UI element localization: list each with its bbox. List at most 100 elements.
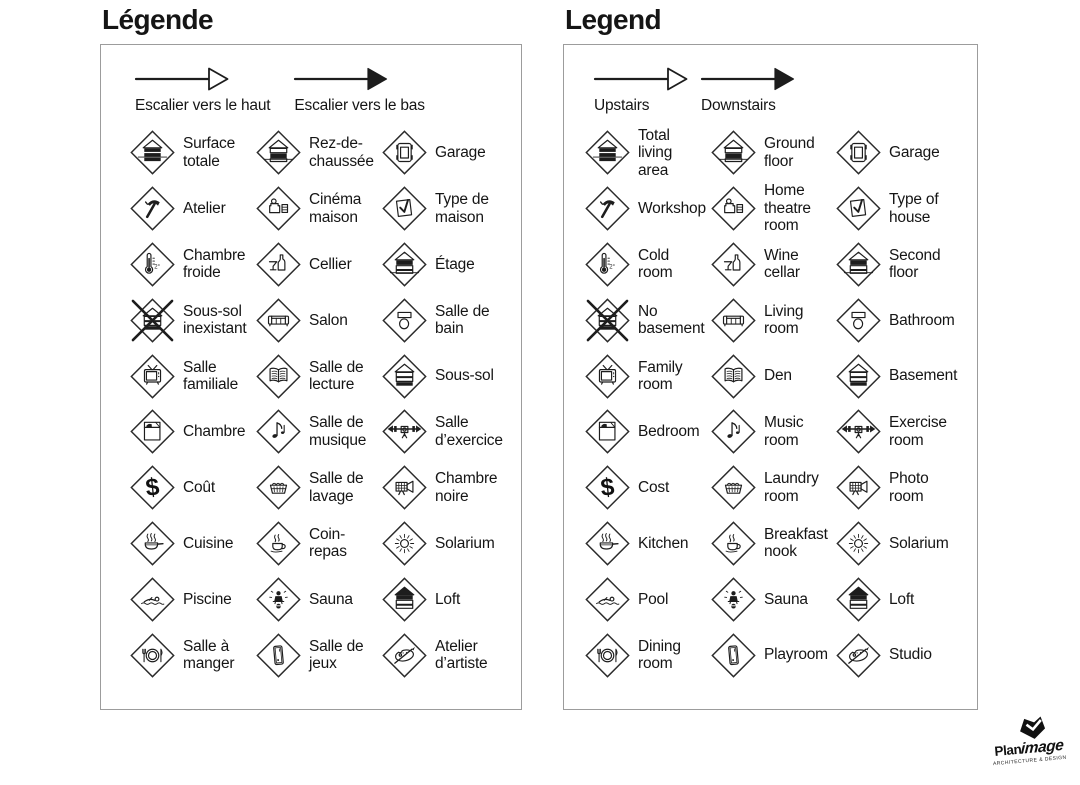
legend-item-label: Sauna [764, 590, 808, 608]
legend-item: Salle familiale [129, 353, 255, 400]
legend-item-label: Atelier [183, 199, 226, 217]
stair-arrows-french: Escalier vers le haut Escalier vers le b… [101, 45, 521, 115]
den-icon [710, 353, 757, 400]
legend-item: 2° Chambre froide [129, 241, 255, 288]
legend-item-label: Salle de lavage [309, 470, 364, 505]
legend-item: Salle de jeux [255, 632, 381, 679]
laundry-room-icon [710, 464, 757, 511]
cold-room-icon: 2° [584, 241, 631, 288]
legend-item-label: Bedroom [638, 423, 700, 441]
legend-item: Home theatre room [710, 182, 835, 235]
legend-item: Basement [835, 353, 977, 400]
stair-arrow-label: Escalier vers le haut [135, 97, 271, 114]
legend-item-label: Salle de lecture [309, 358, 364, 394]
legend-item-label: Playroom [764, 646, 828, 664]
legend-item-label: Piscine [183, 590, 232, 608]
svg-text:2°: 2° [609, 264, 615, 270]
legend-item: Laundry room [710, 464, 835, 511]
legend-item: Garage [381, 129, 521, 176]
page-title-english: Legend [565, 4, 662, 35]
stair-up-arrow-icon [134, 66, 270, 92]
cost-icon: $ [584, 464, 631, 511]
legend-item: Cuisine [129, 520, 255, 567]
legend-item: Chambre noire [381, 464, 521, 511]
legend-item-label: Living room [764, 302, 804, 338]
legend-item-label: Exercise room [889, 414, 947, 449]
legend-item: Atelier d’artiste [381, 632, 521, 679]
legend-item-label: Cold room [638, 246, 673, 282]
legend-item-label: Type of house [889, 191, 939, 226]
legend-item: Sous-sol [381, 353, 521, 400]
legend-item: $ Cost [584, 464, 710, 511]
exercise-room-icon [835, 408, 882, 455]
legend-item-label: Basement [889, 367, 958, 385]
legend-item: Coin-repas [255, 520, 381, 567]
bedroom-icon [584, 408, 631, 455]
stair-arrow-label: Downstairs [701, 97, 776, 114]
legend-item: Rez-de-chaussée [255, 129, 381, 176]
bathroom-icon [381, 297, 428, 344]
legend-item: Cinéma maison [255, 185, 381, 232]
legend-item-label: Total living area [638, 126, 673, 179]
legend-item-label: Studio [889, 646, 932, 664]
home-theatre-icon [255, 185, 302, 232]
legend-item: Ground floor [710, 129, 835, 176]
stair-down-arrow-icon [700, 66, 796, 92]
legend-item-label: Bathroom [889, 311, 955, 329]
legend-item: Total living area [584, 127, 710, 180]
legend-item: Surface totale [129, 129, 255, 176]
legend-item: Solarium [835, 520, 977, 567]
legend-item-label: Chambre froide [183, 246, 246, 282]
wine-cellar-icon [710, 241, 757, 288]
kitchen-icon [129, 520, 176, 567]
page-title-french: Légende [102, 4, 214, 35]
garage-icon [835, 129, 882, 176]
legend-item-label: Garage [435, 144, 486, 162]
legend-item-label: Cinéma maison [309, 191, 362, 226]
legend-item-label: Family room [638, 358, 683, 394]
breakfast-nook-icon [255, 520, 302, 567]
stair-arrow-label: Upstairs [594, 97, 650, 114]
workshop-icon [584, 185, 631, 232]
legend-item-label: Étage [435, 255, 475, 273]
legend-item-label: Kitchen [638, 534, 689, 552]
legend-item-label: Den [764, 367, 792, 385]
legend-item-label: Music room [764, 414, 804, 449]
legend-item: Breakfast nook [710, 520, 835, 567]
legend-item-label: Dining room [638, 637, 681, 673]
solarium-icon [835, 520, 882, 567]
legend-item: Workshop [584, 185, 710, 232]
legend-item: Exercise room [835, 408, 977, 455]
sauna-icon [255, 576, 302, 623]
legend-item-label: Surface totale [183, 135, 236, 170]
pool-icon [584, 576, 631, 623]
legend-item: Bathroom [835, 297, 977, 344]
legend-item: No basement [584, 297, 710, 344]
legend-item: Cellier [255, 241, 381, 288]
svg-text:$: $ [144, 474, 161, 502]
stair-arrow-item: Escalier vers le haut [134, 66, 271, 115]
music-room-icon [255, 408, 302, 455]
legend-item-label: Salon [309, 311, 348, 329]
second-floor-icon [835, 241, 882, 288]
legend-item-label: Solarium [435, 534, 495, 552]
legend-item: Solarium [381, 520, 521, 567]
stair-arrow-item: Upstairs [593, 66, 689, 115]
legend-item: Music room [710, 408, 835, 455]
garage-icon [381, 129, 428, 176]
cold-room-icon: 2° [129, 241, 176, 288]
legend-item-label: Coin-repas [309, 525, 347, 561]
legend-item-label: Photo room [889, 470, 929, 505]
legend-item: Atelier [129, 185, 255, 232]
music-room-icon [710, 408, 757, 455]
living-room-icon [255, 297, 302, 344]
legend-item: Pool [584, 576, 710, 623]
svg-text:$: $ [599, 474, 616, 502]
ground-floor-icon [255, 129, 302, 176]
legend-item-label: Salle familiale [183, 358, 239, 394]
legend-item-label: Chambre [183, 423, 246, 441]
legend-panel-french: Légende Escalier vers le haut Escalier v… [100, 0, 522, 710]
legend-grid-english: Total living area Ground floor Garage Wo… [564, 125, 977, 683]
solarium-icon [381, 520, 428, 567]
